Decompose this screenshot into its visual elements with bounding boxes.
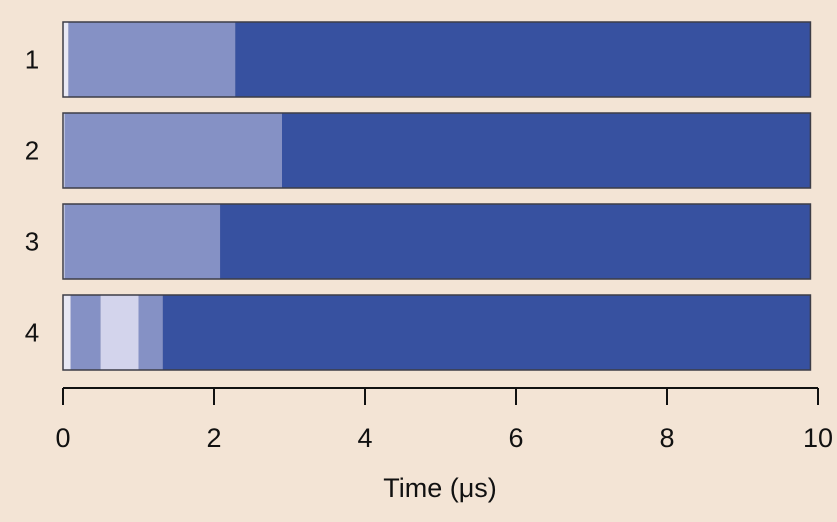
row-label: 1: [25, 45, 39, 75]
bar-rows: 1 2 3 4: [25, 21, 812, 371]
bar-segment: [64, 113, 282, 188]
bar-outline: [62, 294, 812, 371]
bar-outline: [62, 203, 812, 280]
x-tick-label: 2: [206, 423, 221, 453]
x-axis-ticks: 0 2 4 6 8 10: [55, 388, 833, 453]
bar-segment: [138, 295, 163, 370]
bar-segment: [63, 295, 71, 370]
bar-segment: [63, 113, 65, 188]
row-label: 2: [25, 136, 39, 166]
bar-segment: [281, 113, 811, 188]
bar-row-4: 4: [25, 294, 812, 371]
bar-segment: [63, 204, 65, 279]
x-tick-label: 10: [803, 423, 833, 453]
bar-row-3: 3: [25, 203, 812, 280]
bar-outline: [62, 112, 812, 189]
bar-row-1: 1: [25, 21, 812, 98]
bar-segment: [162, 295, 811, 370]
bar-segment: [64, 204, 221, 279]
bar-segment: [220, 204, 811, 279]
row-label: 3: [25, 227, 39, 257]
bar-segment: [100, 295, 139, 370]
x-tick-label: 8: [659, 423, 674, 453]
bar-row-2: 2: [25, 112, 812, 189]
bar-segment: [63, 22, 69, 97]
x-tick-label: 4: [357, 423, 372, 453]
bar-segment: [68, 22, 236, 97]
bar-segment: [235, 22, 811, 97]
x-tick-label: 6: [508, 423, 523, 453]
x-tick-label: 0: [55, 423, 70, 453]
bar-outline: [62, 21, 812, 98]
bar-segment: [70, 295, 101, 370]
x-axis-title: Time (μs): [383, 473, 497, 503]
x-axis: 0 2 4 6 8 10: [55, 387, 833, 453]
row-label: 4: [25, 318, 39, 348]
